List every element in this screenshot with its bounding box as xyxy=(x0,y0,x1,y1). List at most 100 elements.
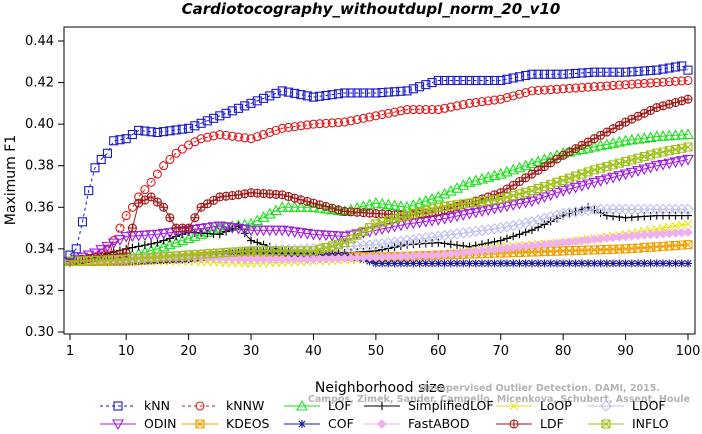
data-point xyxy=(444,212,457,224)
data-point xyxy=(490,237,499,246)
data-point xyxy=(670,62,681,72)
data-point xyxy=(601,419,611,429)
data-point xyxy=(519,217,532,229)
data-point xyxy=(546,85,556,95)
data-point xyxy=(352,115,362,125)
data-point xyxy=(577,259,586,268)
data-point xyxy=(478,259,486,268)
data-point xyxy=(233,254,244,264)
legend-label: ODIN xyxy=(144,416,177,431)
legend: kNN kNNW LOF SimplifiedLOF LoOP LDOF ODIN KDEOS… xyxy=(100,398,669,431)
data-point xyxy=(633,79,643,89)
data-point xyxy=(413,233,426,245)
y-tick-label: 0.40 xyxy=(25,117,54,132)
y-tick-label: 0.30 xyxy=(25,325,54,340)
data-point xyxy=(533,69,543,79)
data-point xyxy=(569,206,582,218)
data-point xyxy=(557,207,569,220)
data-point xyxy=(113,401,123,411)
data-point xyxy=(390,259,399,268)
data-point xyxy=(377,87,387,98)
data-point xyxy=(469,225,482,238)
data-point xyxy=(552,69,562,79)
x-tick-label: 10 xyxy=(118,344,135,359)
data-point xyxy=(388,199,401,211)
data-point xyxy=(608,80,618,91)
data-point xyxy=(640,259,649,268)
data-point xyxy=(659,259,668,268)
data-point xyxy=(665,259,674,268)
data-point xyxy=(96,154,106,165)
data-point xyxy=(140,241,149,250)
data-point xyxy=(246,254,256,265)
data-point xyxy=(95,245,108,256)
data-point xyxy=(282,226,295,238)
data-point xyxy=(602,211,611,220)
data-point xyxy=(471,97,481,108)
data-point xyxy=(644,131,657,142)
data-point xyxy=(539,85,549,95)
data-point xyxy=(377,110,387,120)
data-point xyxy=(527,69,537,79)
data-point xyxy=(650,161,663,172)
data-point xyxy=(102,148,113,158)
data-point xyxy=(451,211,463,223)
data-point xyxy=(515,259,524,268)
data-point xyxy=(327,118,337,128)
data-point xyxy=(157,228,170,240)
y-tick-label: 0.34 xyxy=(25,242,54,257)
data-point xyxy=(596,259,605,268)
legend-item-simplifiedlof: SimplifiedLOF xyxy=(364,398,494,413)
data-point xyxy=(221,108,231,118)
data-point xyxy=(683,227,693,238)
x-tick-label: 70 xyxy=(492,344,509,359)
data-point xyxy=(596,208,605,217)
data-point xyxy=(619,134,632,146)
data-point xyxy=(301,228,314,240)
data-point xyxy=(371,259,380,268)
data-point xyxy=(351,240,363,252)
data-point xyxy=(645,65,656,76)
data-point xyxy=(233,132,244,142)
y-tick-label: 0.38 xyxy=(25,159,54,174)
data-point xyxy=(432,230,445,243)
data-point xyxy=(557,186,570,197)
data-point xyxy=(571,83,581,93)
data-point xyxy=(621,80,631,90)
data-point xyxy=(240,254,250,264)
data-point xyxy=(508,73,518,83)
data-point xyxy=(453,241,462,250)
data-point xyxy=(226,223,239,234)
data-point xyxy=(552,84,562,94)
y-axis: 0.30 0.32 0.34 0.36 0.38 0.40 0.42 0.44 xyxy=(25,34,64,340)
data-point xyxy=(609,212,618,221)
data-point xyxy=(112,419,124,431)
data-point xyxy=(159,202,169,212)
data-point xyxy=(296,90,306,100)
y-tick-label: 0.32 xyxy=(25,283,54,298)
data-point xyxy=(458,100,468,110)
data-point xyxy=(315,119,325,129)
data-point xyxy=(213,221,226,233)
data-point xyxy=(564,69,574,79)
data-point xyxy=(615,259,624,268)
data-point xyxy=(357,239,370,252)
series-ldf xyxy=(65,94,693,266)
data-point xyxy=(457,210,470,221)
data-point xyxy=(290,122,300,132)
data-point xyxy=(558,175,568,185)
data-point xyxy=(464,98,475,108)
data-point xyxy=(276,225,289,237)
data-point xyxy=(621,67,631,77)
data-point xyxy=(89,248,101,260)
data-point xyxy=(638,164,651,176)
data-point xyxy=(551,209,563,221)
data-point xyxy=(177,144,187,154)
data-point xyxy=(196,134,206,144)
legend-item-knnw: kNNW xyxy=(182,398,264,413)
data-point xyxy=(284,249,293,258)
legend-label: kNN xyxy=(144,398,170,413)
data-point xyxy=(469,207,482,219)
data-point xyxy=(233,103,244,113)
data-point xyxy=(533,85,543,96)
